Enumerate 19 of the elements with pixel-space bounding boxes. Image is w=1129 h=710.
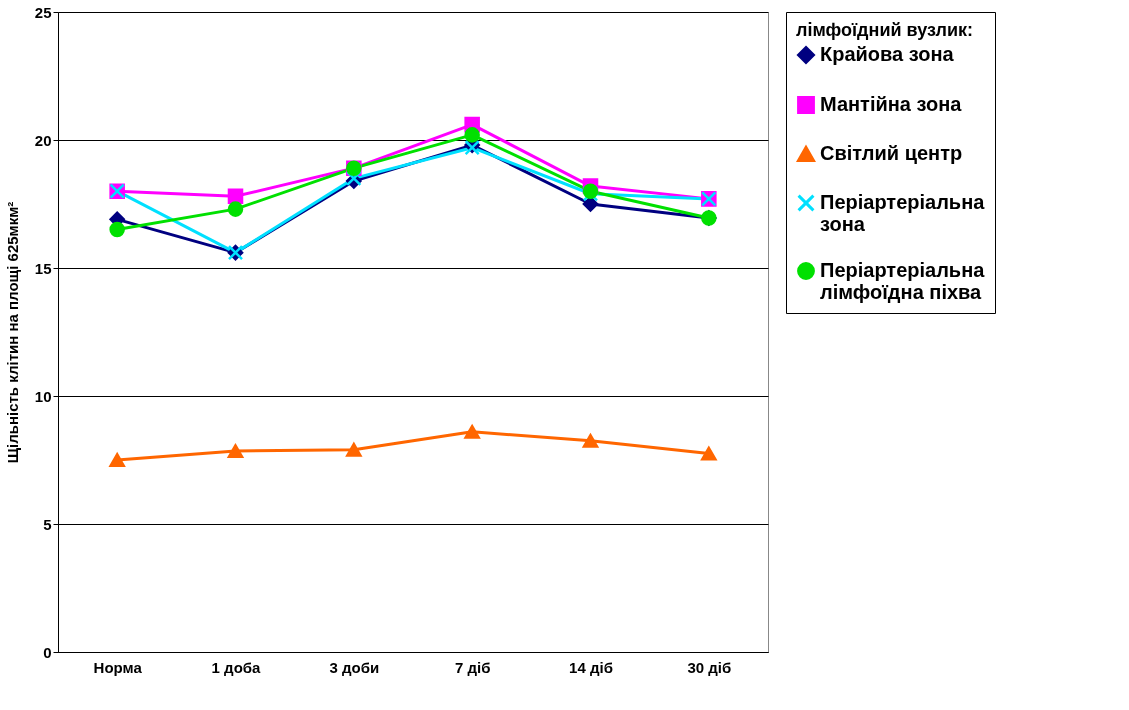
y-tick-label: 5 — [43, 515, 52, 533]
y-tick-label: 25 — [34, 3, 52, 21]
y-tick-label: 20 — [34, 131, 52, 149]
legend-title: лімфоїдний вузлик: — [796, 20, 974, 40]
x-tick-label: 1 доба — [211, 658, 262, 676]
y-axis-title: Щільність клітин на площі 625мкм² — [3, 201, 21, 464]
legend-label: Періартеріальна зона — [820, 191, 986, 235]
x-tick-label: 3 доби — [329, 658, 380, 676]
y-tick-label: 15 — [34, 259, 52, 277]
x-tick-label: Норма — [93, 658, 143, 676]
x-tick-label: 14 діб — [569, 658, 613, 676]
x-tick-label: 7 діб — [454, 658, 491, 676]
y-tick-label: 0 — [43, 643, 52, 661]
x-tick-label: 30 діб — [687, 658, 732, 676]
legend-label: Крайова зона — [820, 43, 955, 65]
legend-label: Мантійна зона — [820, 93, 963, 115]
legend-label: Періартеріальна лімфоїдна піхва — [820, 259, 986, 303]
y-tick-label: 10 — [34, 387, 52, 405]
legend-label: Світлий центр — [820, 142, 963, 164]
